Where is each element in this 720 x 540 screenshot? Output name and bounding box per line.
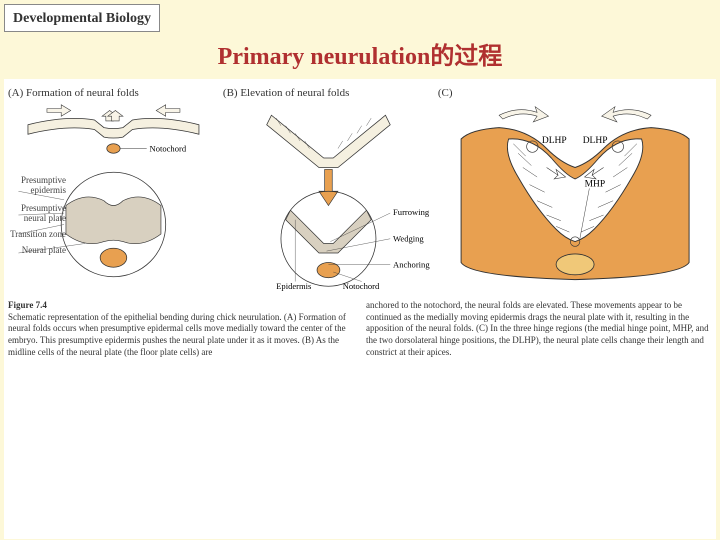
label-transition-zone: Transition zone [6,229,66,239]
panel-c-svg: DLHP DLHP MHP [438,101,712,291]
label-neural-plate: Neural plate [6,245,66,255]
label-epidermis-b: Epidermis [276,281,312,291]
caption-text-1: Schematic representation of the epitheli… [8,312,346,357]
header-badge-text: Developmental Biology [13,11,151,26]
panel-b-label: (B) Elevation of neural folds [223,87,434,99]
panel-b: (B) Elevation of neural folds [223,87,434,296]
page-title: Primary neurulation的过程 [0,36,720,71]
caption-text-2: anchored to the notochord, the neural fo… [366,300,709,357]
figure-area: (A) Formation of neural folds Notochord [4,79,716,539]
panel-c-label: (C) [438,87,712,99]
label-presumptive-epidermis: Presumptive epidermis [6,175,66,195]
panel-a: (A) Formation of neural folds Notochord [8,87,219,296]
label-wedging: Wedging [393,234,424,244]
panels-row: (A) Formation of neural folds Notochord [8,87,712,296]
panel-a-label: (A) Formation of neural folds [8,87,219,99]
caption-row: Figure 7.4 Schematic representation of t… [8,300,712,358]
label-mhp: MHP [584,180,605,190]
label-dlhp-left: DLHP [542,136,567,146]
label-furrowing: Furrowing [393,207,430,217]
label-dlhp-right: DLHP [583,136,608,146]
caption-col-1: Figure 7.4 Schematic representation of t… [8,300,354,358]
label-anchoring: Anchoring [393,259,430,269]
label-notochord-b: Notochord [343,281,380,291]
panel-b-svg: Furrowing Wedging Anchoring Epidermis No… [223,101,434,291]
panel-c: (C) [438,87,712,296]
notochord-label-a: Notochord [150,143,187,153]
caption-col-2: anchored to the notochord, the neural fo… [366,300,712,358]
label-presumptive-neural-plate: Presumptive neural plate [6,203,66,223]
figure-number: Figure 7.4 [8,300,47,310]
panel-a-sidelabels: Presumptive epidermis Presumptive neural… [6,175,66,255]
header-badge: Developmental Biology [4,4,160,32]
